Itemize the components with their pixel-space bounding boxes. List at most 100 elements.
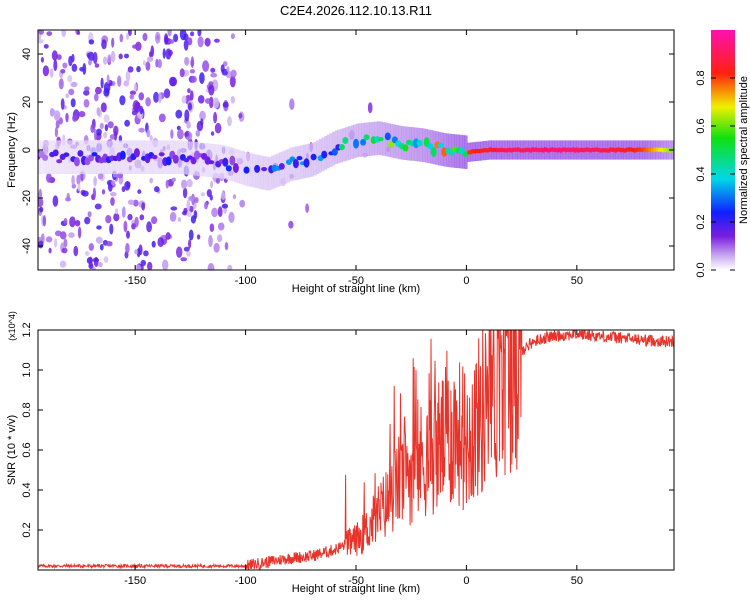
heatmap-noise-cell: [119, 95, 126, 106]
heatmap-noise-cell: [54, 126, 59, 138]
heatmap-ridge-cell: [225, 165, 232, 172]
colorbar: 0.0 0.2 0.4 0.6 0.8 Normalized spectral ampl…: [695, 30, 750, 278]
heatmap-halo-cell: [382, 122, 386, 156]
heatmap-noise-cell: [181, 95, 187, 104]
heatmap-halo-cell: [284, 149, 288, 184]
heatmap-ridge-cell: [384, 132, 391, 141]
heatmap-noise-cell: [158, 92, 162, 104]
heatmap-noise-cell: [136, 248, 141, 258]
heatmap-noise-cell: [204, 201, 208, 210]
heatmap-noise-cell: [175, 109, 183, 119]
heatmap-halo-cell: [260, 155, 264, 190]
heatmap-noise-cell: [230, 96, 235, 104]
heatmap-noise-cell: [88, 243, 95, 251]
heatmap-noise-cell: [145, 61, 151, 71]
heatmap-noise-cell: [142, 32, 148, 42]
heatmap-halo-cell: [403, 126, 407, 160]
heatmap-noise-cell: [49, 68, 54, 78]
heatmap-noise-cell: [54, 238, 58, 248]
snr-y-tick-label: 0.6: [21, 442, 33, 457]
heatmap-noise-cell: [137, 189, 142, 194]
heatmap-ridge-cell: [56, 159, 63, 164]
heatmap-ridge-cell: [430, 147, 437, 157]
heatmap-ridge-cell: [229, 155, 236, 166]
heatmap-noise-cell: [163, 33, 169, 45]
heatmap-ridge-cell: [402, 144, 409, 152]
colorbar-tick-label: 0.0: [695, 262, 707, 277]
heatmap-noise-cell: [109, 134, 115, 140]
heatmap-noise-cell: [107, 182, 113, 192]
heatmap-noise-cell: [224, 242, 229, 251]
heatmap-noise-cell: [94, 93, 99, 102]
heatmap-noise-cell: [210, 72, 218, 78]
heatmap-noise-cell: [148, 51, 153, 58]
heatmap-noise-cell: [84, 86, 90, 92]
heatmap-noise-cell: [78, 111, 86, 118]
heatmap-noise-cell: [133, 199, 139, 207]
heatmap-noise-cell: [133, 83, 137, 91]
heatmap-halo-cell: [350, 125, 354, 159]
heatmap-noise-cell: [63, 238, 68, 248]
heatmap-noise-cell: [60, 69, 66, 74]
heatmap-noise-cell: [83, 99, 90, 108]
heatmap-noise-cell: [214, 122, 222, 134]
heatmap-noise-cell: [138, 127, 145, 133]
heatmap-noise-cell: [145, 97, 151, 107]
heatmap-x-tick-label: -150: [124, 275, 146, 287]
heatmap-noise-cell: [95, 128, 102, 136]
heatmap-noise-cell: [207, 263, 215, 270]
heatmap-noise-cell: [110, 197, 115, 206]
heatmap-halo-cell: [401, 126, 404, 160]
heatmap-ridge-cell: [222, 157, 229, 167]
heatmap-noise-cell: [101, 189, 106, 195]
heatmap-noise-cell: [217, 206, 223, 217]
heatmap-noise-cell: [135, 264, 142, 270]
heatmap-noise-cell: [111, 180, 116, 186]
heatmap-halo-cell: [265, 156, 269, 191]
heatmap-noise-cell: [110, 191, 117, 197]
heatmap-noise-cell: [367, 102, 373, 114]
heatmap-halo-cell: [93, 140, 97, 174]
heatmap-y-axis-label: Frequency (Hz): [6, 112, 18, 188]
heatmap-noise-cell: [65, 112, 69, 123]
heatmap-noise-cell: [204, 98, 211, 104]
heatmap-halo-cell: [125, 140, 129, 174]
heatmap-noise-cell: [76, 30, 81, 35]
heatmap-ridge-cell: [42, 154, 49, 161]
heatmap-noise-cell: [59, 260, 67, 268]
heatmap-ridge-cell: [331, 148, 338, 156]
heatmap-y-tick-label: 20: [21, 96, 33, 108]
heatmap-noise-cell: [94, 203, 102, 210]
heatmap-halo-cell: [138, 140, 142, 174]
heatmap-noise-cell: [65, 197, 71, 202]
heatmap-noise-cell: [81, 190, 89, 197]
heatmap-noise-cell: [51, 50, 58, 61]
heatmap-noise-cell: [125, 70, 131, 83]
heatmap-halo-cell: [202, 142, 206, 177]
heatmap-noise-cell: [200, 118, 204, 126]
heatmap-noise-cell: [190, 56, 194, 68]
heatmap-noise-cell: [212, 97, 220, 109]
heatmap-halo-cell: [369, 122, 373, 156]
heatmap-noise-cell: [184, 131, 189, 137]
heatmap-ridge-cell: [77, 150, 84, 157]
heatmap-noise-cell: [86, 52, 91, 59]
snr-x-axis-label: Height of straight line (km): [292, 583, 420, 595]
heatmap-halo-cell: [316, 140, 320, 174]
heatmap-ridge-cell: [172, 154, 179, 164]
heatmap-ridge-cell: [342, 137, 349, 144]
heatmap-noise-cell: [136, 65, 141, 73]
heatmap-noise-cell: [61, 30, 66, 37]
heatmap-noise-cell: [97, 172, 104, 180]
heatmap-noise-cell: [100, 77, 104, 89]
heatmap-ridge-cell: [190, 156, 197, 165]
heatmap-ridge-cell: [208, 160, 215, 165]
heatmap-noise-cell: [131, 223, 136, 230]
heatmap-noise-cell: [226, 66, 230, 72]
heatmap-halo-cell: [67, 140, 71, 174]
heatmap-noise-cell: [197, 95, 205, 104]
heatmap-noise-cell: [169, 211, 177, 222]
heatmap-halo-cell: [199, 142, 203, 177]
heatmap-noise-cell: [67, 75, 73, 83]
heatmap-ridge-cell: [377, 137, 384, 142]
